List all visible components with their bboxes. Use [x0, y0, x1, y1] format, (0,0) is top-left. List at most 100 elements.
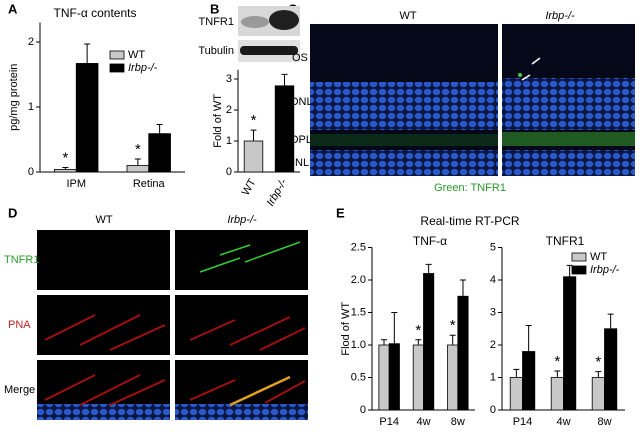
- y-tick-label: 1: [28, 101, 34, 113]
- error-bar: [595, 371, 602, 378]
- column-label: Irbp-/-: [545, 10, 575, 22]
- bar: [457, 295, 469, 411]
- y-tick-label: 0: [28, 166, 34, 178]
- legend-swatch: [109, 50, 125, 60]
- legend-label: Irbp-/-: [128, 62, 158, 74]
- error-bar: [134, 158, 141, 166]
- error-bar: [425, 263, 432, 274]
- chart-title: TNFR1: [546, 234, 585, 248]
- error-bar: [62, 166, 69, 170]
- panel-letter: E: [336, 205, 345, 220]
- y-tick-label: 1.0: [351, 339, 366, 351]
- bar: [148, 133, 171, 173]
- column-label: Irbp-/-: [227, 214, 257, 226]
- error-bar: [415, 339, 422, 345]
- significance-mark: *: [595, 354, 601, 371]
- legend-label: Irbp-/-: [590, 264, 620, 276]
- error-bar: [84, 43, 91, 64]
- bar: [54, 168, 77, 173]
- y-axis-label: pg/mg protein: [8, 64, 20, 131]
- bar: [75, 63, 99, 173]
- panel-letter: A: [8, 1, 18, 16]
- layer-label: OPL: [290, 134, 312, 146]
- chart-title: TNF-α contents: [54, 6, 137, 20]
- error-bar: [156, 124, 163, 134]
- column-label: WT: [95, 214, 112, 226]
- blot-label: TNFR1: [199, 16, 234, 28]
- y-tick-label: 2: [226, 104, 232, 116]
- x-tick-label: 4w: [556, 416, 570, 428]
- significance-mark: *: [450, 317, 456, 334]
- bar: [563, 276, 577, 411]
- x-tick-label: P14: [513, 416, 533, 428]
- error-bar: [566, 264, 573, 277]
- section-images: [37, 230, 308, 420]
- x-tick-label: P14: [379, 416, 399, 428]
- y-tick-label: 0: [490, 404, 496, 416]
- y-tick-label: 0.5: [351, 371, 366, 383]
- y-tick-label: 0: [360, 404, 366, 416]
- y-tick-label: 1: [226, 135, 232, 147]
- bar: [509, 377, 523, 411]
- blot-label: Tubulin: [198, 45, 234, 57]
- y-axis-label: Fold of WT: [212, 94, 224, 148]
- significance-mark: *: [135, 141, 141, 158]
- bar: [388, 343, 400, 411]
- x-tick-label: 8w: [597, 416, 611, 428]
- bar: [550, 377, 564, 411]
- x-tick-label: WT: [240, 177, 259, 198]
- chart-title: TNF-α: [413, 234, 447, 248]
- error-bar: [281, 73, 288, 86]
- bar: [274, 85, 295, 173]
- row-label: PNA: [8, 319, 31, 331]
- error-bar: [250, 129, 257, 141]
- legend-label: WT: [590, 251, 607, 263]
- bar: [126, 165, 150, 173]
- retina-image: [310, 24, 635, 176]
- significance-mark: *: [251, 112, 257, 129]
- bar: [522, 351, 536, 411]
- x-tick-label: Irbp-/-: [265, 177, 290, 209]
- bar: [591, 377, 605, 411]
- panel-letter: D: [8, 205, 17, 220]
- y-tick-label: 5: [490, 241, 496, 253]
- bar: [604, 328, 618, 411]
- y-tick-label: 3: [226, 73, 232, 85]
- y-tick-label: 0: [226, 166, 232, 178]
- significance-mark: *: [62, 149, 68, 166]
- western-blot: [238, 6, 300, 62]
- x-tick-label: IPM: [66, 178, 86, 190]
- y-tick-label: 1.5: [351, 306, 366, 318]
- bar: [412, 344, 424, 411]
- error-bar: [391, 312, 398, 344]
- y-tick-label: 2: [28, 36, 34, 48]
- x-tick-label: 4w: [416, 416, 430, 428]
- row-label: TNFR1: [4, 254, 39, 266]
- y-tick-label: 2.0: [351, 274, 366, 286]
- y-tick-label: 4: [490, 274, 496, 286]
- x-tick-label: 8w: [451, 416, 465, 428]
- error-bar: [554, 370, 561, 378]
- y-axis-label: Flod of WT: [340, 302, 352, 356]
- caption: Green: TNFR1: [434, 182, 506, 194]
- error-bar: [381, 339, 388, 345]
- y-tick-label: 1: [490, 371, 496, 383]
- y-tick-label: 3: [490, 306, 496, 318]
- layer-label: OS: [292, 52, 308, 64]
- legend-swatch: [571, 265, 587, 275]
- y-tick-label: 2: [490, 339, 496, 351]
- row-label: Merge: [4, 384, 35, 396]
- error-bar: [449, 334, 456, 345]
- bar: [447, 344, 459, 411]
- panel-letter: B: [210, 1, 219, 16]
- bar: [378, 344, 390, 411]
- panel-title: Real-time RT-PCR: [420, 214, 519, 228]
- bar: [423, 273, 435, 411]
- error-bar: [607, 313, 614, 329]
- y-tick-label: 2.5: [351, 241, 366, 253]
- bar: [243, 140, 264, 173]
- error-bar: [513, 368, 520, 378]
- legend-swatch: [109, 63, 125, 73]
- x-tick-label: Retina: [133, 178, 166, 190]
